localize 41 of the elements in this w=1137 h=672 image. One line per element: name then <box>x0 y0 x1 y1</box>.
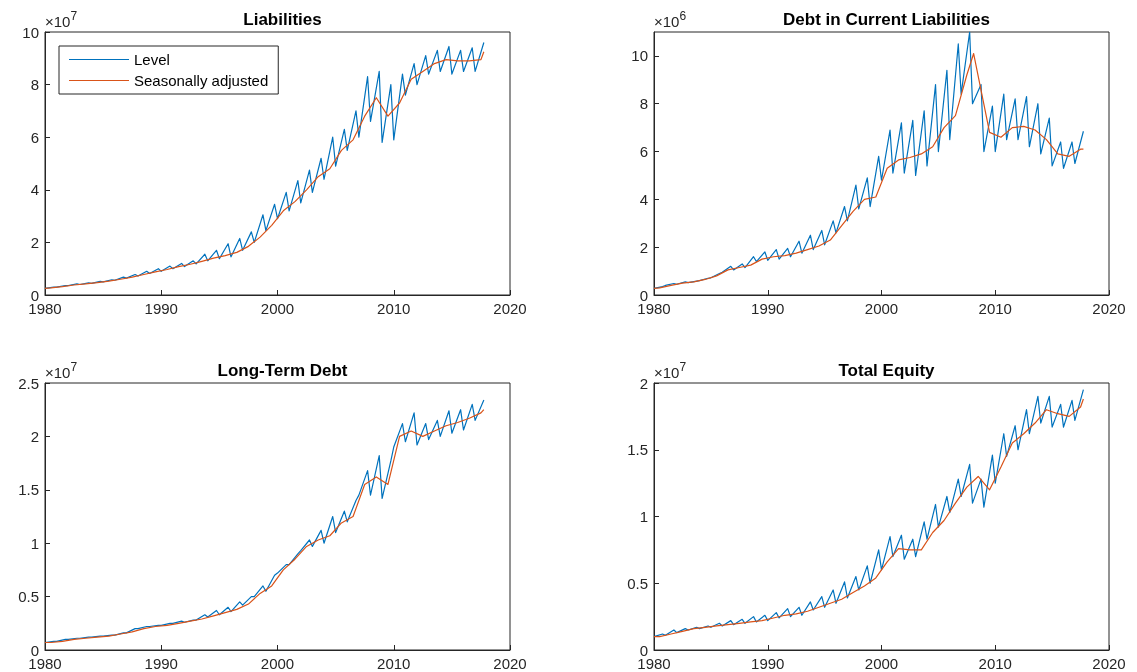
y-tick-label: 4 <box>639 190 648 208</box>
y-tick-label: 2 <box>639 374 648 392</box>
y-tick-label: 6 <box>639 143 648 161</box>
x-tick-label: 2010 <box>377 300 411 317</box>
y-tick-label: 0.5 <box>626 574 648 592</box>
x-tick-label: 1990 <box>750 300 784 317</box>
x-tick-label: 1990 <box>144 655 178 672</box>
x-tick-label: 1990 <box>750 655 784 672</box>
chart-title: Long-Term Debt <box>217 361 348 380</box>
x-tick-label: 2010 <box>978 655 1012 672</box>
y-tick-label: 8 <box>30 76 39 94</box>
legend-label: Seasonally adjusted <box>134 72 269 89</box>
x-tick-label: 2000 <box>260 655 295 672</box>
x-tick-label: 2020 <box>493 655 527 672</box>
x-tick-label: 2020 <box>493 300 527 317</box>
chart-title: Total Equity <box>837 361 935 380</box>
y-tick-label: 1.5 <box>626 441 648 459</box>
chart-title: Debt in Current Liabilities <box>782 10 990 29</box>
legend-label: Level <box>134 51 170 68</box>
y-tick-label: 1 <box>639 508 648 525</box>
x-tick-label: 2000 <box>864 300 898 317</box>
x-tick-label: 2010 <box>377 655 411 672</box>
y-tick-label: 0.5 <box>18 588 39 606</box>
y-tick-label: 4 <box>30 181 39 199</box>
chart-title: Liabilities <box>243 10 322 29</box>
x-tick-label: 2020 <box>1091 655 1126 672</box>
y-tick-label: 10 <box>630 47 648 65</box>
x-tick-label: 2000 <box>260 300 295 317</box>
x-tick-label: 2010 <box>978 300 1012 317</box>
y-tick-label: 2 <box>639 238 648 256</box>
y-tick-label: 1 <box>30 534 39 552</box>
y-tick-label: 6 <box>30 128 39 146</box>
y-tick-label: 2 <box>30 427 39 445</box>
x-tick-label: 1990 <box>144 300 178 317</box>
y-tick-label: 2 <box>30 233 39 251</box>
y-tick-label: 10 <box>22 23 39 41</box>
x-tick-label: 2000 <box>864 655 898 672</box>
y-tick-label: 8 <box>639 95 648 113</box>
y-tick-label: 2.5 <box>18 374 39 392</box>
y-tick-label: 1.5 <box>18 481 39 499</box>
x-tick-label: 2020 <box>1091 300 1126 317</box>
